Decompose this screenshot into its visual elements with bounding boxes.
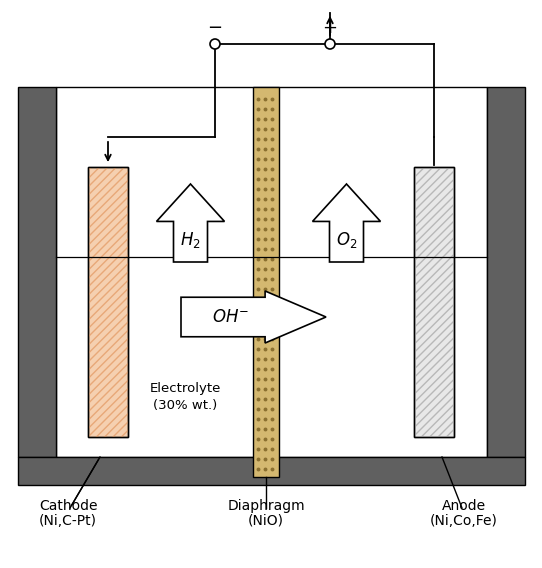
Bar xyxy=(88,167,128,437)
Text: Anode: Anode xyxy=(442,499,486,513)
Text: (NiO): (NiO) xyxy=(248,514,284,528)
Bar xyxy=(414,167,454,437)
Text: Cathode: Cathode xyxy=(38,499,97,513)
Polygon shape xyxy=(157,184,224,262)
Text: Diaphragm: Diaphragm xyxy=(227,499,305,513)
Bar xyxy=(487,87,525,457)
Polygon shape xyxy=(313,184,380,262)
Text: $\mathit{OH^{-}}$: $\mathit{OH^{-}}$ xyxy=(211,308,249,325)
Bar xyxy=(18,457,525,485)
Bar xyxy=(414,167,454,437)
Bar xyxy=(88,167,128,437)
Text: (Ni,C-Pt): (Ni,C-Pt) xyxy=(39,514,97,528)
Text: $\mathit{O_2}$: $\mathit{O_2}$ xyxy=(336,230,357,250)
Circle shape xyxy=(325,39,335,49)
Circle shape xyxy=(210,39,220,49)
Bar xyxy=(253,87,279,477)
Text: $\mathit{H_2}$: $\mathit{H_2}$ xyxy=(180,230,201,250)
Bar xyxy=(56,87,487,457)
Bar xyxy=(18,87,56,457)
Text: −: − xyxy=(208,19,223,37)
Bar xyxy=(414,167,454,437)
Text: +: + xyxy=(322,19,338,37)
Text: (Ni,Co,Fe): (Ni,Co,Fe) xyxy=(430,514,498,528)
Polygon shape xyxy=(181,291,326,343)
Bar xyxy=(88,167,128,437)
Text: Electrolyte
(30% wt.): Electrolyte (30% wt.) xyxy=(149,382,221,412)
